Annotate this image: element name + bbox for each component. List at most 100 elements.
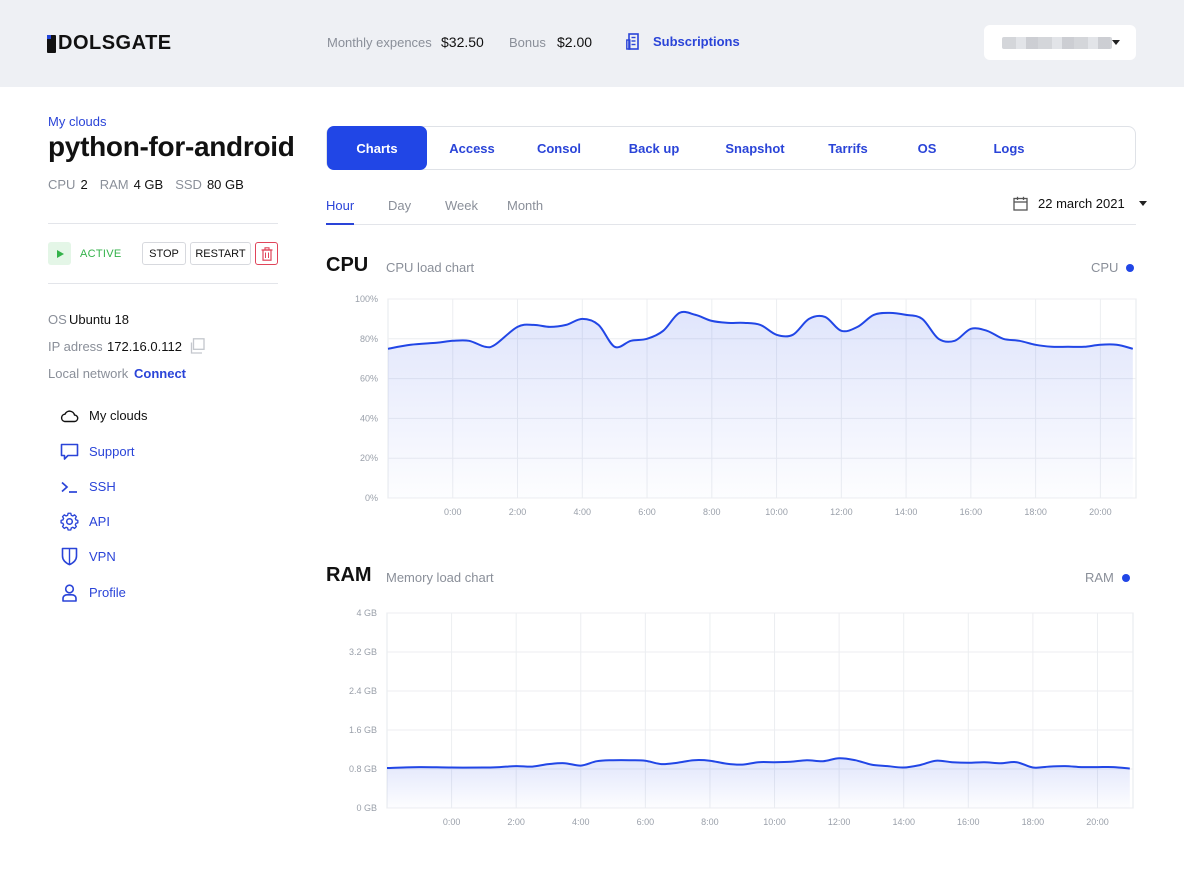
- nav-item-vpn[interactable]: VPN: [60, 547, 116, 566]
- building-icon: [626, 33, 639, 50]
- nav-item-profile[interactable]: Profile: [60, 583, 126, 602]
- tab-access[interactable]: Access: [449, 140, 495, 156]
- x-tick-label: 16:00: [960, 507, 983, 517]
- series-line: [387, 310, 1134, 350]
- tab-consol[interactable]: Consol: [536, 140, 582, 156]
- delete-button[interactable]: [255, 242, 278, 265]
- spec-cpu-value: 2: [80, 177, 88, 192]
- top-header: DOLSGATE Monthly expences $32.50 Bonus $…: [0, 0, 1184, 87]
- chevron-down-icon: [1112, 40, 1120, 45]
- y-tick-label: 40%: [360, 413, 378, 423]
- tab-back-up[interactable]: Back up: [628, 140, 680, 156]
- x-tick-label: 14:00: [892, 817, 915, 827]
- restart-button[interactable]: RESTART: [190, 242, 251, 265]
- series-area: [387, 758, 1130, 808]
- gear-icon: [60, 512, 79, 531]
- y-tick-label: 60%: [360, 374, 378, 384]
- x-tick-label: 10:00: [765, 507, 788, 517]
- ram-chart: 0 GB 0.8 GB 1.6 GB 2.4 GB 3.2 GB 4 GB 0:00 2:00…: [349, 608, 1134, 827]
- y-tick-label: 100%: [355, 294, 378, 304]
- logo-mark-icon: [47, 34, 56, 53]
- nav-item-api[interactable]: API: [60, 512, 110, 531]
- divider: [48, 223, 278, 224]
- stop-button[interactable]: STOP: [142, 242, 186, 265]
- x-tick-label: 0:00: [443, 817, 461, 827]
- x-tick-label: 4:00: [572, 817, 590, 827]
- logo-text: DOLSGATE: [58, 32, 172, 54]
- y-tick-label: 20%: [360, 453, 378, 463]
- x-tick-label: 12:00: [828, 817, 851, 827]
- nav-item-my-clouds[interactable]: My clouds: [60, 406, 148, 425]
- nav-item-label: Profile: [89, 585, 126, 600]
- period-week[interactable]: Week: [445, 198, 478, 213]
- ram-chart-legend: RAM: [1085, 570, 1130, 585]
- chevron-down-icon: [1138, 201, 1147, 206]
- nav-item-ssh[interactable]: SSH: [60, 477, 116, 496]
- period-day[interactable]: Day: [388, 198, 412, 213]
- y-tick-label: 0%: [365, 493, 378, 503]
- cpu-chart-legend: CPU: [1091, 260, 1135, 275]
- subscriptions-label: Subscriptions: [653, 34, 740, 49]
- connect-link[interactable]: Connect: [134, 366, 186, 381]
- cpu-chart-title: CPU: [326, 254, 369, 276]
- x-tick-label: 16:00: [957, 817, 980, 827]
- account-name-redacted: [1002, 36, 1112, 49]
- y-tick-label: 4 GB: [356, 608, 377, 618]
- spec-ssd-value: 80 GB: [206, 177, 244, 192]
- cpu-chart-subtitle: CPU load chart: [386, 260, 475, 275]
- ram-chart-title: RAM: [326, 564, 372, 586]
- x-tick-label: 6:00: [638, 507, 656, 517]
- nav-item-label: Support: [89, 444, 135, 459]
- x-tick-label: 0:00: [444, 507, 462, 517]
- account-dropdown[interactable]: [984, 25, 1136, 60]
- server-specs: CPU 2 RAM 4 GB SSD 80 GB: [48, 177, 256, 192]
- user-icon: [60, 583, 79, 602]
- nav-item-support[interactable]: Support: [60, 442, 135, 461]
- page-title: python-for-android: [48, 131, 295, 162]
- tab-charts[interactable]: Charts: [327, 126, 427, 170]
- tab-os[interactable]: OS: [917, 140, 937, 156]
- brand-logo[interactable]: DOLSGATE: [47, 32, 172, 55]
- x-tick-label: 18:00: [1022, 817, 1045, 827]
- x-tick-label: 8:00: [703, 507, 721, 517]
- tab-logs[interactable]: Logs: [993, 140, 1025, 156]
- period-selector: Hour Day Week Month: [326, 198, 1136, 225]
- os-value: Ubuntu 18: [69, 312, 129, 327]
- status-badge: ACTIVE: [80, 248, 122, 260]
- x-tick-label: 10:00: [763, 817, 786, 827]
- x-tick-label: 2:00: [507, 817, 525, 827]
- legend-label: CPU: [1091, 260, 1119, 275]
- x-tick-label: 12:00: [830, 507, 853, 517]
- spec-ram-value: 4 GB: [133, 177, 164, 192]
- chat-icon: [60, 442, 79, 461]
- date-picker[interactable]: 22 march 2021: [1013, 196, 1147, 211]
- y-tick-label: 3.2 GB: [349, 647, 377, 657]
- y-tick-label: 1.6 GB: [349, 725, 377, 735]
- date-value: 22 march 2021: [1038, 196, 1125, 211]
- tab-tarrifs[interactable]: Tarrifs: [828, 140, 868, 156]
- spec-cpu-key: CPU: [48, 177, 76, 192]
- period-hour[interactable]: Hour: [326, 198, 355, 225]
- x-tick-label: 4:00: [574, 507, 592, 517]
- ram-chart-subtitle: Memory load chart: [386, 570, 494, 585]
- nav-item-label: API: [89, 514, 110, 529]
- period-month[interactable]: Month: [507, 198, 544, 213]
- play-icon[interactable]: [48, 242, 71, 265]
- local-network-label: Local network: [48, 366, 129, 381]
- x-tick-label: 6:00: [637, 817, 655, 827]
- trash-icon: [261, 246, 272, 261]
- y-tick-label: 0 GB: [356, 803, 377, 813]
- subscriptions-link[interactable]: Subscriptions: [626, 33, 740, 50]
- nav-item-label: My clouds: [89, 408, 148, 423]
- monthly-expenses-value: $32.50: [441, 34, 484, 50]
- nav-item-label: SSH: [89, 479, 116, 494]
- tab-snapshot[interactable]: Snapshot: [725, 140, 785, 156]
- shield-icon: [60, 547, 79, 566]
- breadcrumb-my-clouds[interactable]: My clouds: [48, 114, 107, 129]
- copy-icon[interactable]: [189, 338, 205, 354]
- nav-item-label: VPN: [89, 549, 116, 564]
- x-tick-label: 20:00: [1086, 817, 1109, 827]
- os-label: OS: [48, 312, 67, 327]
- bonus-value: $2.00: [557, 34, 593, 50]
- cloud-icon: [60, 406, 79, 425]
